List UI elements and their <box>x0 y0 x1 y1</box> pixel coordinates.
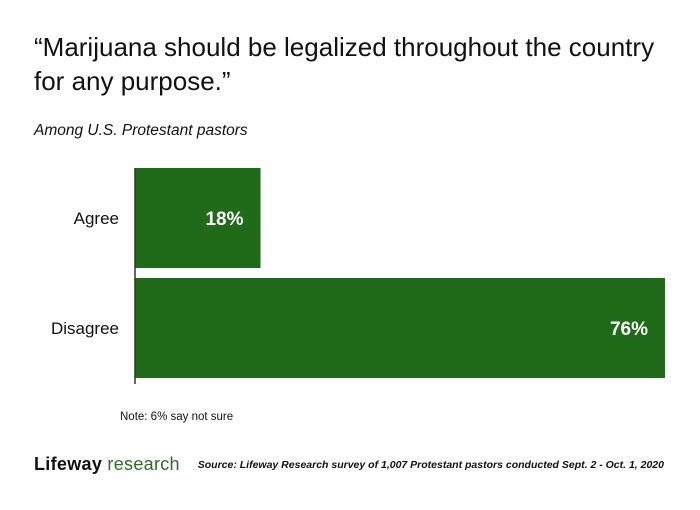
brand-logo-part1: Lifeway <box>34 454 103 474</box>
category-label-disagree: Disagree <box>51 319 119 338</box>
brand-logo: Lifeway research <box>34 454 180 475</box>
brand-logo-part2: research <box>102 454 180 474</box>
value-label-agree: 18% <box>205 209 243 230</box>
bar-agree <box>135 168 261 268</box>
source-note: Source: Lifeway Research survey of 1,007… <box>197 459 664 471</box>
value-label-disagree: 76% <box>610 319 648 340</box>
chart-subtitle: Among U.S. Protestant pastors <box>34 122 248 139</box>
chart-title: “Marijuana should be legalized throughou… <box>34 32 655 96</box>
chart-note: Note: 6% say not sure <box>120 411 234 423</box>
category-label-agree: Agree <box>74 209 119 228</box>
bar-disagree <box>135 278 665 378</box>
